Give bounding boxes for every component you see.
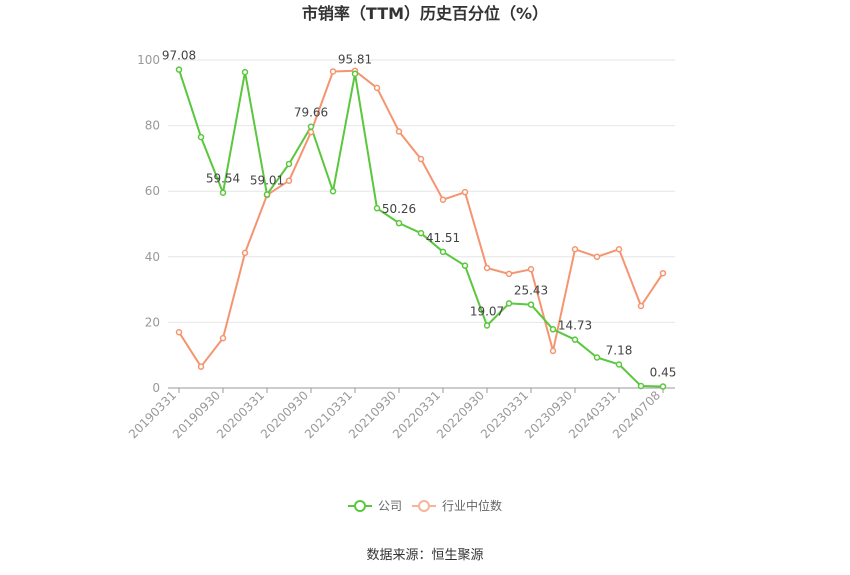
point-industry — [461, 188, 469, 196]
legend[interactable]: 公司 行业中位数 — [348, 498, 502, 513]
data-label: 7.18 — [606, 343, 633, 357]
y-tick-label: 80 — [145, 119, 160, 133]
point-company — [527, 301, 535, 308]
point-company — [329, 187, 337, 195]
point-industry — [373, 84, 381, 92]
x-tick-label: 20240708 — [610, 388, 663, 441]
source-note: 数据来源：恒生聚源 — [366, 548, 483, 563]
x-axis: 2019033120190930202003312020093020210331… — [126, 387, 675, 441]
y-axis: 0 20 40 60 80 100 — [137, 53, 160, 395]
point-industry — [637, 302, 645, 310]
point-company — [439, 248, 447, 256]
point-industry — [659, 269, 667, 277]
legend-company-label: 公司 — [378, 499, 402, 513]
point-industry — [439, 196, 447, 203]
point-company — [351, 70, 359, 77]
point-company — [219, 189, 227, 196]
chart-title: 市销率（TTM）历史百分位（%） — [302, 4, 548, 23]
point-industry — [615, 246, 623, 253]
point-company — [571, 336, 579, 343]
data-label: 59.54 — [206, 172, 240, 186]
series-lines — [178, 69, 664, 388]
series-line-company — [178, 69, 664, 388]
point-company — [637, 382, 645, 390]
y-tick-label: 40 — [145, 250, 160, 264]
point-industry — [197, 363, 205, 370]
y-tick-label: 0 — [152, 381, 160, 395]
point-industry — [175, 328, 183, 336]
point-industry — [395, 128, 403, 135]
data-label: 14.73 — [558, 319, 592, 333]
point-company — [175, 66, 183, 73]
data-label: 50.26 — [382, 202, 416, 216]
point-company — [285, 160, 293, 168]
point-company — [483, 322, 491, 329]
data-label: 41.51 — [426, 231, 460, 245]
grid — [168, 59, 675, 323]
point-industry — [505, 270, 513, 278]
point-industry — [483, 264, 491, 272]
data-label: 25.43 — [514, 284, 548, 298]
legend-item-company[interactable]: 公司 — [348, 499, 402, 513]
point-industry — [285, 177, 293, 184]
point-company — [373, 205, 381, 212]
point-company — [307, 123, 315, 130]
point-industry — [219, 334, 227, 342]
legend-item-industry[interactable]: 行业中位数 — [412, 498, 502, 513]
point-company — [263, 191, 271, 198]
point-industry — [549, 347, 557, 355]
series-points — [175, 66, 667, 390]
data-label: 59.01 — [250, 173, 284, 187]
point-company — [417, 229, 425, 237]
data-label: 19.07 — [470, 304, 504, 318]
data-label: 95.81 — [338, 53, 372, 67]
y-tick-label: 20 — [145, 315, 160, 329]
point-industry — [329, 68, 337, 75]
data-label: 97.08 — [162, 49, 196, 63]
y-tick-label: 60 — [145, 184, 160, 198]
point-industry — [417, 155, 425, 163]
point-company — [615, 361, 623, 368]
point-company — [395, 219, 403, 227]
point-industry — [241, 249, 249, 257]
data-label: 79.66 — [294, 106, 328, 120]
point-company — [505, 300, 513, 307]
point-company — [241, 68, 249, 76]
legend-industry-marker — [418, 500, 430, 512]
legend-industry-label: 行业中位数 — [442, 498, 502, 513]
point-company — [549, 326, 557, 333]
point-company — [593, 354, 601, 361]
data-labels: 97.08 59.54 59.01 79.66 95.81 50.26 41.51 19.07… — [162, 49, 677, 380]
data-label: 0.45 — [650, 366, 677, 380]
y-tick-label: 100 — [137, 53, 160, 67]
point-industry — [307, 128, 315, 136]
point-company — [461, 262, 469, 269]
point-industry — [527, 266, 535, 273]
point-company — [197, 133, 205, 141]
point-industry — [593, 253, 601, 261]
point-company — [659, 383, 667, 390]
point-industry — [571, 246, 579, 253]
legend-company-marker — [354, 500, 366, 512]
